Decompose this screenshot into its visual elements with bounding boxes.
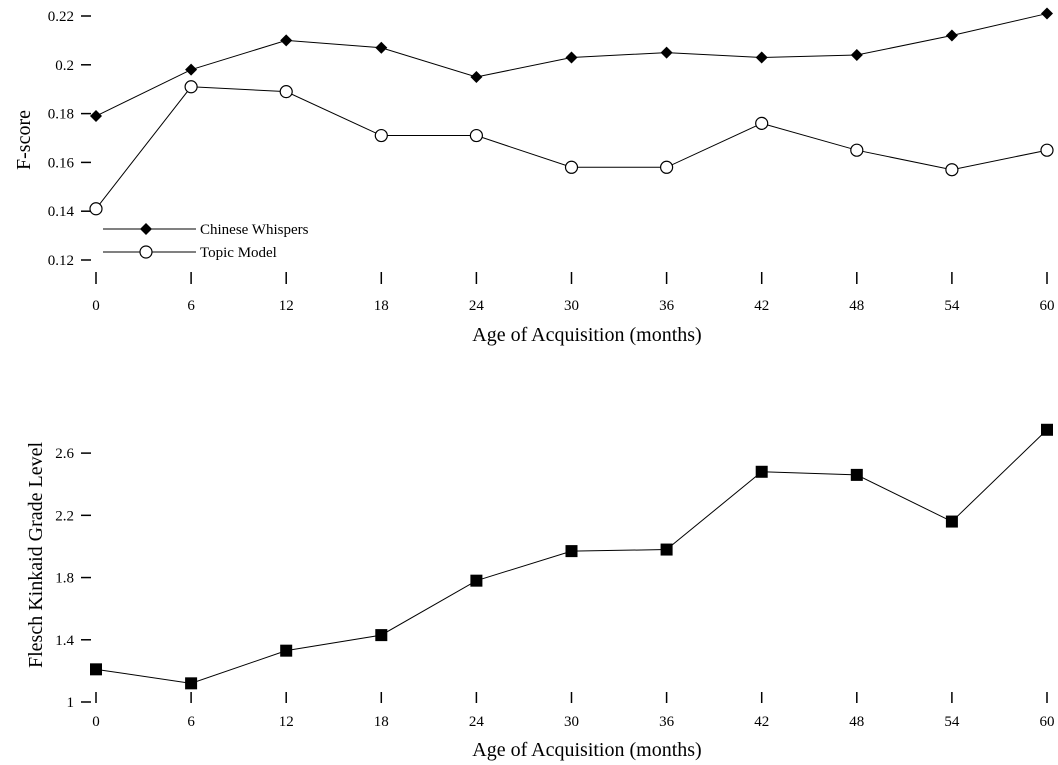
bottom-x-tick-label: 6 [187, 714, 195, 730]
legend-label-topic-model: Topic Model [200, 245, 277, 261]
bottom-x-tick-label: 42 [754, 714, 769, 730]
top-x-tick-label: 30 [564, 298, 579, 314]
top-y-tick-label: 0.12 [48, 253, 74, 269]
bottom-x-tick-label: 30 [564, 714, 579, 730]
bottom-y-axis-title: Flesch Kinkaid Grade Level [25, 442, 47, 668]
top-point-chinese-whispers [90, 110, 102, 123]
bottom-x-tick-label: 18 [374, 714, 389, 730]
top-point-chinese-whispers [945, 29, 958, 42]
bottom-x-tick-label: 48 [849, 714, 864, 730]
legend: Chinese Whispers Topic Model [103, 222, 309, 261]
top-point-topic-model [469, 128, 483, 143]
top-point-chinese-whispers [185, 63, 198, 76]
bottom-x-tick-label: 0 [92, 714, 100, 730]
top-point-topic-model [1040, 143, 1054, 157]
top-point-topic-model [89, 202, 103, 216]
top-y-tick-label: 0.16 [48, 155, 75, 171]
top-point-chinese-whispers [660, 46, 673, 59]
top-y-tick-label: 0.22 [48, 9, 74, 25]
bottom-point-series [850, 468, 863, 481]
top-point-topic-model [564, 160, 579, 174]
top-x-tick-label: 42 [754, 298, 769, 314]
bottom-plot-area: 1 1.4 1.8 2.2 2.6 0 6 12 18 24 30 36 42 48 54 60 [55, 423, 1055, 730]
top-point-chinese-whispers [850, 49, 863, 62]
top-x-tick-label: 36 [659, 298, 675, 314]
top-y-tick-label: 0.2 [55, 58, 74, 74]
top-y-tick-label: 0.14 [48, 204, 75, 220]
legend-marker-topic-model [139, 245, 153, 259]
bottom-y-tick-label: 1 [67, 695, 75, 711]
top-x-axis-title: Age of Acquisition (months) [472, 324, 701, 346]
top-point-topic-model [659, 160, 674, 174]
top-point-chinese-whispers [565, 51, 578, 64]
top-x-tick-label: 0 [92, 298, 100, 314]
top-x-tick-label: 54 [944, 298, 960, 314]
bottom-point-series [755, 465, 768, 478]
legend-marker-chinese-whispers [140, 223, 152, 235]
top-series-line-chinese-whispers [95, 13, 1048, 117]
bottom-x-tick-label: 36 [659, 714, 675, 730]
bottom-point-series [660, 543, 673, 556]
top-point-chinese-whispers [375, 41, 388, 54]
top-point-topic-model [945, 163, 959, 177]
top-y-tick-label: 0.18 [48, 107, 74, 123]
top-x-tick-label: 24 [469, 298, 485, 314]
bottom-point-series [185, 677, 198, 690]
bottom-x-tick-label: 60 [1040, 714, 1055, 730]
top-point-topic-model [755, 116, 769, 130]
bottom-point-series [90, 663, 102, 676]
top-point-topic-model [279, 85, 293, 99]
top-point-topic-model [374, 128, 388, 143]
top-y-axis-title: F-score [13, 110, 35, 170]
top-series-line-topic-model [95, 86, 1048, 210]
bottom-x-tick-label: 24 [469, 714, 485, 730]
bottom-point-series [375, 629, 388, 642]
bottom-point-series [280, 644, 293, 657]
bottom-y-tick-label: 2.2 [55, 508, 74, 524]
top-point-chinese-whispers [280, 34, 293, 47]
top-point-chinese-whispers [1041, 7, 1053, 20]
top-x-tick-label: 60 [1040, 298, 1055, 314]
bottom-x-tick-label: 54 [944, 714, 960, 730]
top-x-tick-label: 12 [279, 298, 294, 314]
bottom-y-tick-label: 1.8 [55, 571, 74, 587]
top-plot-area: 0.12 0.14 0.16 0.18 0.2 0.22 0 6 12 18 24 30 36 42 48 5… [48, 7, 1055, 314]
bottom-point-series [945, 515, 958, 528]
top-point-chinese-whispers [470, 71, 483, 83]
bottom-point-series [565, 545, 578, 558]
top-x-tick-label: 6 [187, 298, 195, 314]
top-x-tick-label: 48 [849, 298, 864, 314]
top-point-topic-model [184, 80, 198, 94]
top-x-tick-label: 18 [374, 298, 389, 314]
legend-label-chinese-whispers: Chinese Whispers [200, 222, 309, 238]
top-point-chinese-whispers [755, 51, 768, 64]
bottom-point-series [1041, 423, 1053, 436]
bottom-x-tick-label: 12 [279, 714, 294, 730]
bottom-x-axis-title: Age of Acquisition (months) [472, 739, 701, 761]
bottom-point-series [470, 574, 483, 587]
top-point-topic-model [850, 143, 864, 157]
bottom-y-tick-label: 2.6 [55, 446, 74, 462]
bottom-y-tick-label: 1.4 [55, 633, 74, 649]
